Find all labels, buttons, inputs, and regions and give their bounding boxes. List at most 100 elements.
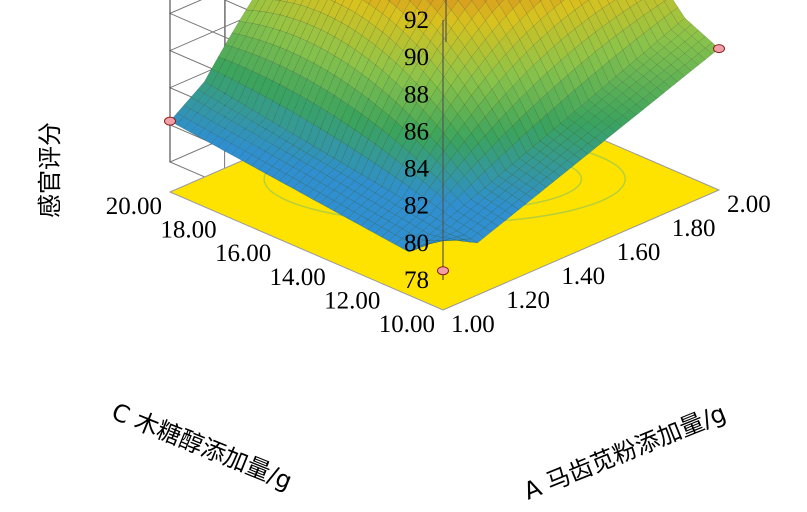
surface-cell — [313, 0, 328, 13]
surface-cell — [388, 121, 403, 142]
surface-cell — [449, 230, 465, 238]
surface-cell — [190, 124, 205, 137]
surface-cell — [252, 39, 267, 57]
surface-cell — [470, 233, 485, 244]
surface-cell — [251, 147, 267, 160]
surface-cell — [176, 116, 191, 129]
surface-cell — [560, 160, 575, 172]
surface-cell — [237, 150, 253, 163]
z-tick-label: 86 — [404, 118, 429, 145]
surface-cell — [539, 176, 554, 188]
surface-cell — [415, 210, 431, 221]
z-tick-label: 82 — [404, 193, 429, 220]
surface-cell — [498, 180, 513, 191]
surface-cell — [485, 0, 500, 13]
z-tick-label: 80 — [404, 230, 429, 257]
surface-cell — [573, 148, 589, 160]
surface-cell — [217, 139, 232, 152]
surface-cell — [313, 47, 328, 68]
surface-cell — [388, 224, 403, 236]
design-points — [164, 44, 725, 276]
surface-mesh — [169, 0, 720, 253]
z-tick-label: 92 — [404, 7, 429, 34]
surface-cell — [374, 196, 390, 208]
surface-cell — [224, 46, 240, 63]
surface-cell — [426, 0, 434, 5]
surface-cell — [347, 201, 362, 213]
surface-cell — [594, 132, 609, 144]
y-axis-title: C 木糖醇添加量/g — [108, 398, 296, 496]
surface-cell — [663, 0, 667, 2]
surface-cell — [238, 128, 253, 141]
surface-cell — [245, 10, 260, 24]
surface-cell — [429, 240, 444, 244]
design-point — [437, 266, 449, 276]
surface-cell — [629, 103, 644, 116]
x-tick-label: 1.80 — [672, 215, 716, 242]
surface-cell — [504, 204, 520, 216]
z-tick-label: 88 — [404, 81, 429, 108]
surface-cell — [347, 211, 362, 223]
y-tick-label: 12.00 — [324, 287, 380, 314]
surface-cell — [259, 11, 274, 27]
surface-cell — [471, 0, 473, 2]
surface-cell — [518, 0, 523, 3]
surface-cell — [498, 15, 514, 36]
surface-cell — [387, 0, 391, 2]
tick-labels: 78 80 82 84 86 88 90 92 10.0012.0014.0016.0018.0… — [106, 7, 771, 338]
x-tick-label: 1.60 — [617, 239, 661, 266]
y-tick-label: 14.00 — [270, 264, 326, 291]
surface-cell — [306, 188, 321, 200]
surface-cell — [320, 153, 335, 166]
surface-cell — [423, 59, 438, 80]
surface-cell — [483, 0, 488, 3]
surface-cell — [320, 15, 335, 34]
x-tick-label: 1.40 — [561, 263, 605, 290]
surface-cell — [231, 34, 247, 50]
surface-cell — [408, 0, 412, 2]
surface-cell — [539, 0, 543, 2]
surface-cell — [495, 0, 505, 6]
surface-cell — [272, 47, 287, 66]
x-axis-title: A 马齿苋粉添加量/g — [520, 399, 730, 506]
x-tick-label: 1.00 — [451, 311, 495, 338]
surface-cell — [224, 132, 239, 144]
z-tick-label: 90 — [404, 44, 429, 71]
x-tick-label: 1.20 — [506, 287, 550, 314]
design-point — [713, 44, 725, 54]
surface-cell — [478, 39, 493, 60]
surface-cell — [422, 242, 437, 247]
surface-cell — [595, 26, 610, 47]
surface-cell — [484, 127, 499, 148]
y-tick-label: 10.00 — [379, 311, 435, 338]
surface-cell — [457, 0, 459, 1]
surface-cell — [217, 59, 233, 77]
surface-cell — [597, 0, 610, 9]
y-tick-label: 16.00 — [215, 240, 271, 267]
z-tick-label: 78 — [404, 267, 429, 294]
z-axis-title: 感官评分 — [36, 122, 64, 218]
y-tick-label: 18.00 — [160, 217, 216, 244]
surface-cell — [286, 52, 301, 73]
surface-cell — [183, 120, 198, 133]
z-tick-label: 84 — [404, 156, 430, 183]
surface-cell — [559, 0, 565, 3]
surface-cell — [329, 0, 337, 3]
design-point — [164, 116, 176, 126]
y-tick-label: 20.00 — [106, 193, 162, 220]
surface-cell — [203, 120, 219, 133]
surface-cell — [456, 239, 471, 243]
surface-cell — [217, 116, 233, 129]
surface-cell — [196, 128, 212, 141]
surface-cell — [464, 114, 479, 134]
surface-cell — [210, 135, 226, 148]
surface-cell — [190, 101, 205, 114]
surface-cell — [463, 209, 479, 220]
surface-cell — [395, 88, 410, 109]
surface-cell — [299, 141, 315, 154]
surface-cell — [456, 234, 472, 240]
x-tick-label: 2.00 — [727, 191, 771, 218]
surface-cell — [326, 200, 342, 212]
surface-cell — [354, 73, 369, 95]
